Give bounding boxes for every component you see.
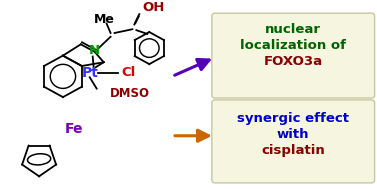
Text: Cl: Cl: [121, 66, 136, 79]
FancyBboxPatch shape: [212, 13, 375, 98]
Text: synergic effect: synergic effect: [237, 112, 349, 125]
Text: cisplatin: cisplatin: [261, 144, 325, 157]
Text: with: with: [277, 128, 310, 141]
Text: Me: Me: [94, 13, 115, 26]
Text: nuclear: nuclear: [265, 23, 321, 36]
Text: localization of: localization of: [240, 39, 346, 52]
Text: Pt: Pt: [81, 66, 98, 80]
Text: DMSO: DMSO: [110, 87, 150, 100]
FancyBboxPatch shape: [212, 100, 375, 183]
Text: FOXO3a: FOXO3a: [264, 55, 323, 68]
Text: Fe: Fe: [65, 122, 83, 136]
Text: N: N: [89, 44, 100, 57]
Text: OH: OH: [143, 1, 165, 14]
